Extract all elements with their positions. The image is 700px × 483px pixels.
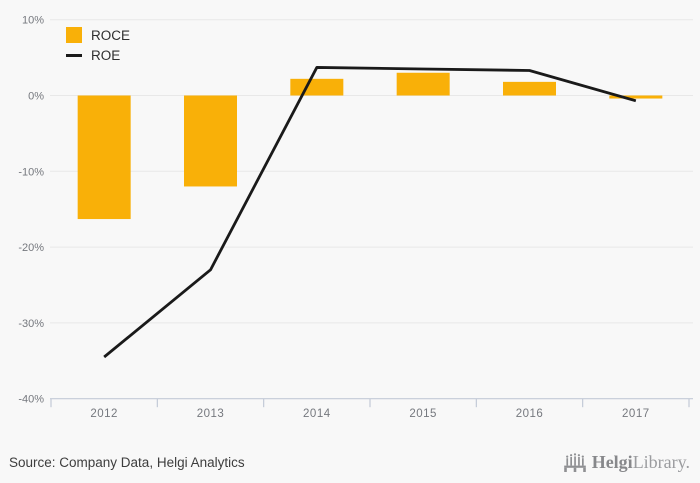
logo-text: HelgiLibrary. (592, 453, 690, 471)
legend-item-roe: ROE (66, 48, 130, 63)
roe-line-icon (66, 54, 82, 57)
y-tick-label: -10% (18, 166, 44, 178)
x-tick-label-2015: 2015 (409, 408, 437, 420)
x-tick-label-2016: 2016 (516, 408, 544, 420)
x-tick-label-2017: 2017 (622, 408, 650, 420)
helgi-bridge-icon (563, 452, 586, 472)
x-tick-label-2014: 2014 (303, 408, 331, 420)
roe-line (103, 66, 637, 359)
roce-swatch-icon (66, 27, 82, 43)
y-tick-label: -20% (18, 242, 44, 254)
roce-bar-2017 (609, 95, 663, 99)
legend-label-roce: ROCE (91, 27, 131, 43)
roce-bar-2012 (77, 95, 131, 220)
roce-roe-chart: 10% 0% -10% -20% -30% -40% 2012 2013 2014 2015 201… (18, 15, 693, 420)
x-tick-label-2013: 2013 (197, 408, 225, 420)
chart-legend: ROCE ROE (66, 27, 130, 63)
roce-bar-2013 (184, 95, 237, 187)
source-text: Source: Company Data, Helgi Analytics (9, 454, 245, 470)
roce-bar-2016 (503, 81, 556, 96)
chart-footer: Source: Company Data, Helgi Analytics (0, 441, 700, 483)
logo-text-helgi: Helgi (591, 452, 633, 472)
legend-item-roce: ROCE (66, 27, 130, 43)
y-tick-label: -40% (18, 394, 44, 406)
y-tick-label: 0% (28, 91, 44, 103)
logo-text-library: Library. (632, 452, 690, 472)
roce-bar-2014 (290, 78, 344, 96)
y-tick-label: -30% (18, 318, 44, 330)
legend-label-roe: ROE (91, 48, 121, 63)
roce-bar-2015 (396, 72, 450, 96)
x-tick-label-2012: 2012 (90, 408, 118, 420)
helgi-library-logo: HelgiLibrary. (563, 452, 690, 473)
y-tick-label: 10% (22, 15, 44, 27)
